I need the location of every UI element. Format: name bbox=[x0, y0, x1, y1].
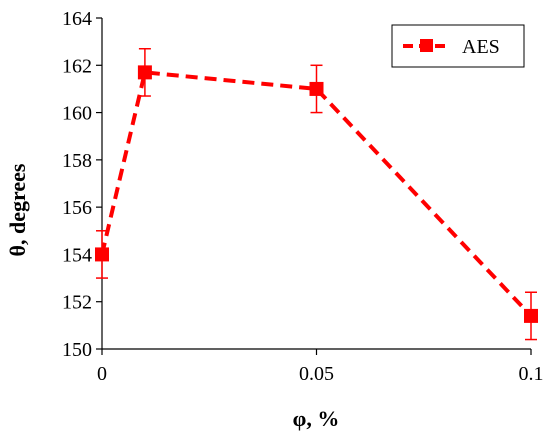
plot-area: 150 152 154 156 158 160 162 164 0 0.05 0.1 bbox=[62, 8, 544, 385]
x-tick-label: 0 bbox=[97, 363, 107, 385]
y-axis-ticks: 150 152 154 156 158 160 162 164 bbox=[62, 8, 102, 361]
y-axis-title: θ, degrees bbox=[5, 163, 30, 256]
series-layer bbox=[95, 47, 538, 341]
data-point-marker bbox=[524, 308, 538, 323]
series-line-aes bbox=[100, 70, 533, 318]
data-point-marker bbox=[309, 81, 324, 96]
legend-box bbox=[391, 24, 525, 68]
legend-marker-square bbox=[420, 39, 433, 52]
data-point-marker bbox=[137, 65, 152, 80]
y-tick-label: 160 bbox=[62, 103, 92, 125]
y-tick-label: 152 bbox=[62, 292, 92, 314]
y-tick-label: 150 bbox=[62, 339, 92, 361]
y-tick-label: 154 bbox=[62, 244, 92, 266]
legend: AES bbox=[391, 24, 525, 68]
legend-label-aes: AES bbox=[462, 36, 500, 58]
x-axis-ticks: 0 0.05 0.1 bbox=[97, 349, 544, 385]
y-tick-label: 162 bbox=[62, 55, 92, 77]
y-tick-label: 164 bbox=[62, 8, 92, 30]
x-tick-label: 0.1 bbox=[519, 363, 544, 385]
y-tick-label: 156 bbox=[62, 197, 92, 219]
data-point-marker bbox=[95, 247, 109, 262]
y-tick-label: 158 bbox=[62, 150, 92, 172]
x-axis-title: φ, % bbox=[293, 406, 340, 431]
x-tick-label: 0.05 bbox=[299, 363, 334, 385]
